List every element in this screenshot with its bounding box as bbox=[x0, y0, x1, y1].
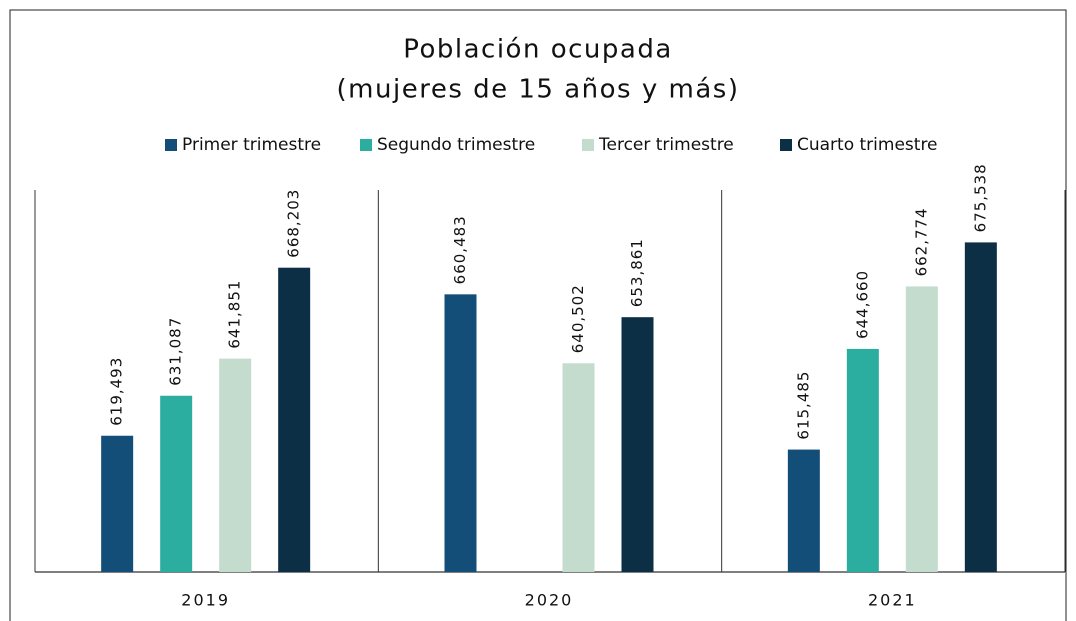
frame bbox=[9, 9, 1067, 621]
legend-label: Segundo trimestre bbox=[377, 135, 535, 155]
legend-label: Primer trimestre bbox=[182, 135, 321, 155]
chart-title: Población ocupada bbox=[403, 35, 673, 65]
bar bbox=[905, 286, 938, 572]
bar bbox=[562, 363, 595, 572]
chart-subtitle: (mujeres de 15 años y más) bbox=[337, 75, 740, 105]
data-label: 641,851 bbox=[226, 280, 244, 349]
legend-swatch bbox=[165, 139, 177, 151]
data-label: 660,483 bbox=[451, 215, 469, 284]
data-label: 675,538 bbox=[971, 163, 989, 232]
data-label: 615,485 bbox=[794, 371, 812, 440]
data-label: 668,203 bbox=[285, 189, 303, 258]
x-tick-label: 2021 bbox=[868, 591, 917, 610]
legend-label: Cuarto trimestre bbox=[797, 135, 938, 155]
bar bbox=[101, 435, 134, 572]
bar bbox=[787, 449, 820, 572]
bar bbox=[846, 348, 879, 572]
legend-swatch bbox=[780, 139, 792, 151]
bar bbox=[219, 358, 252, 572]
data-label: 619,493 bbox=[108, 357, 126, 426]
data-label: 631,087 bbox=[167, 317, 185, 386]
data-label: 653,861 bbox=[628, 238, 646, 307]
bar bbox=[160, 395, 193, 572]
data-label: 640,502 bbox=[569, 284, 587, 353]
x-tick-label: 2020 bbox=[525, 591, 574, 610]
bar bbox=[621, 317, 654, 572]
data-label: 644,660 bbox=[853, 270, 871, 339]
legend-label: Tercer trimestre bbox=[598, 135, 734, 155]
legend-swatch bbox=[582, 139, 594, 151]
legend-swatch bbox=[360, 139, 372, 151]
data-label: 662,774 bbox=[912, 207, 930, 276]
bar bbox=[278, 267, 311, 572]
x-tick-label: 2019 bbox=[181, 591, 230, 610]
bar bbox=[444, 294, 477, 572]
bar bbox=[964, 242, 997, 572]
